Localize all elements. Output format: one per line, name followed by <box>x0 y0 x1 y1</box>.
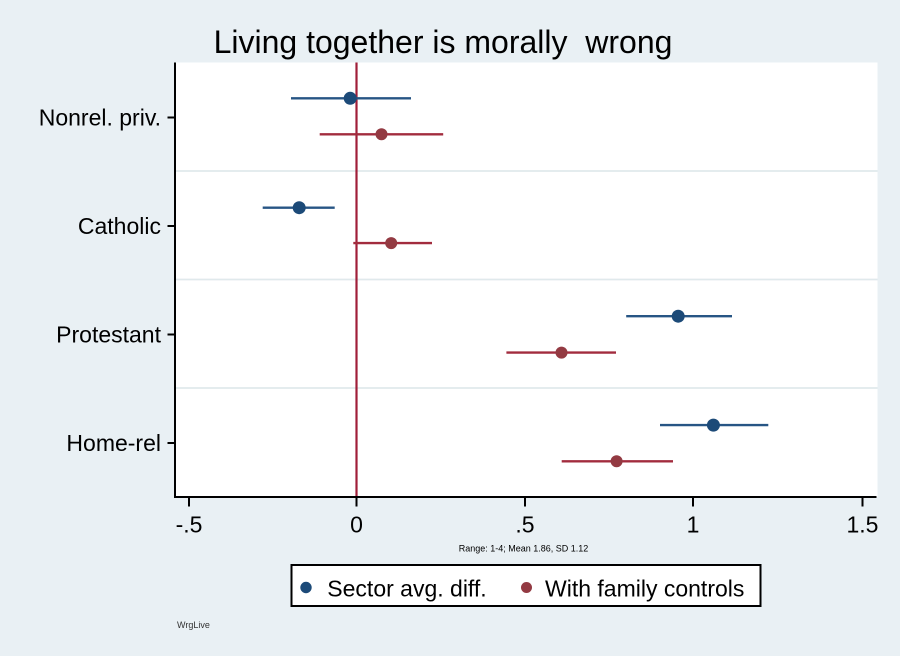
svg-text:0: 0 <box>350 512 363 538</box>
svg-text:Range: 1-4; Mean 1.86, SD 1.12: Range: 1-4; Mean 1.86, SD 1.12 <box>459 544 589 554</box>
svg-text:WrgLive: WrgLive <box>177 620 210 630</box>
svg-text:.5: .5 <box>515 512 534 538</box>
svg-text:With family controls: With family controls <box>545 576 744 602</box>
svg-text:Protestant: Protestant <box>56 322 161 348</box>
svg-text:Home-rel: Home-rel <box>66 430 161 456</box>
svg-text:1.5: 1.5 <box>847 512 879 538</box>
svg-text:Nonrel. priv.: Nonrel. priv. <box>39 105 161 131</box>
svg-text:1: 1 <box>687 512 700 538</box>
svg-text:Catholic: Catholic <box>78 213 161 239</box>
svg-text:Sector avg. diff.: Sector avg. diff. <box>327 576 486 602</box>
svg-text:Living together is morally wr: Living together is morally wrong <box>214 24 673 60</box>
svg-text:-.5: -.5 <box>176 512 203 538</box>
